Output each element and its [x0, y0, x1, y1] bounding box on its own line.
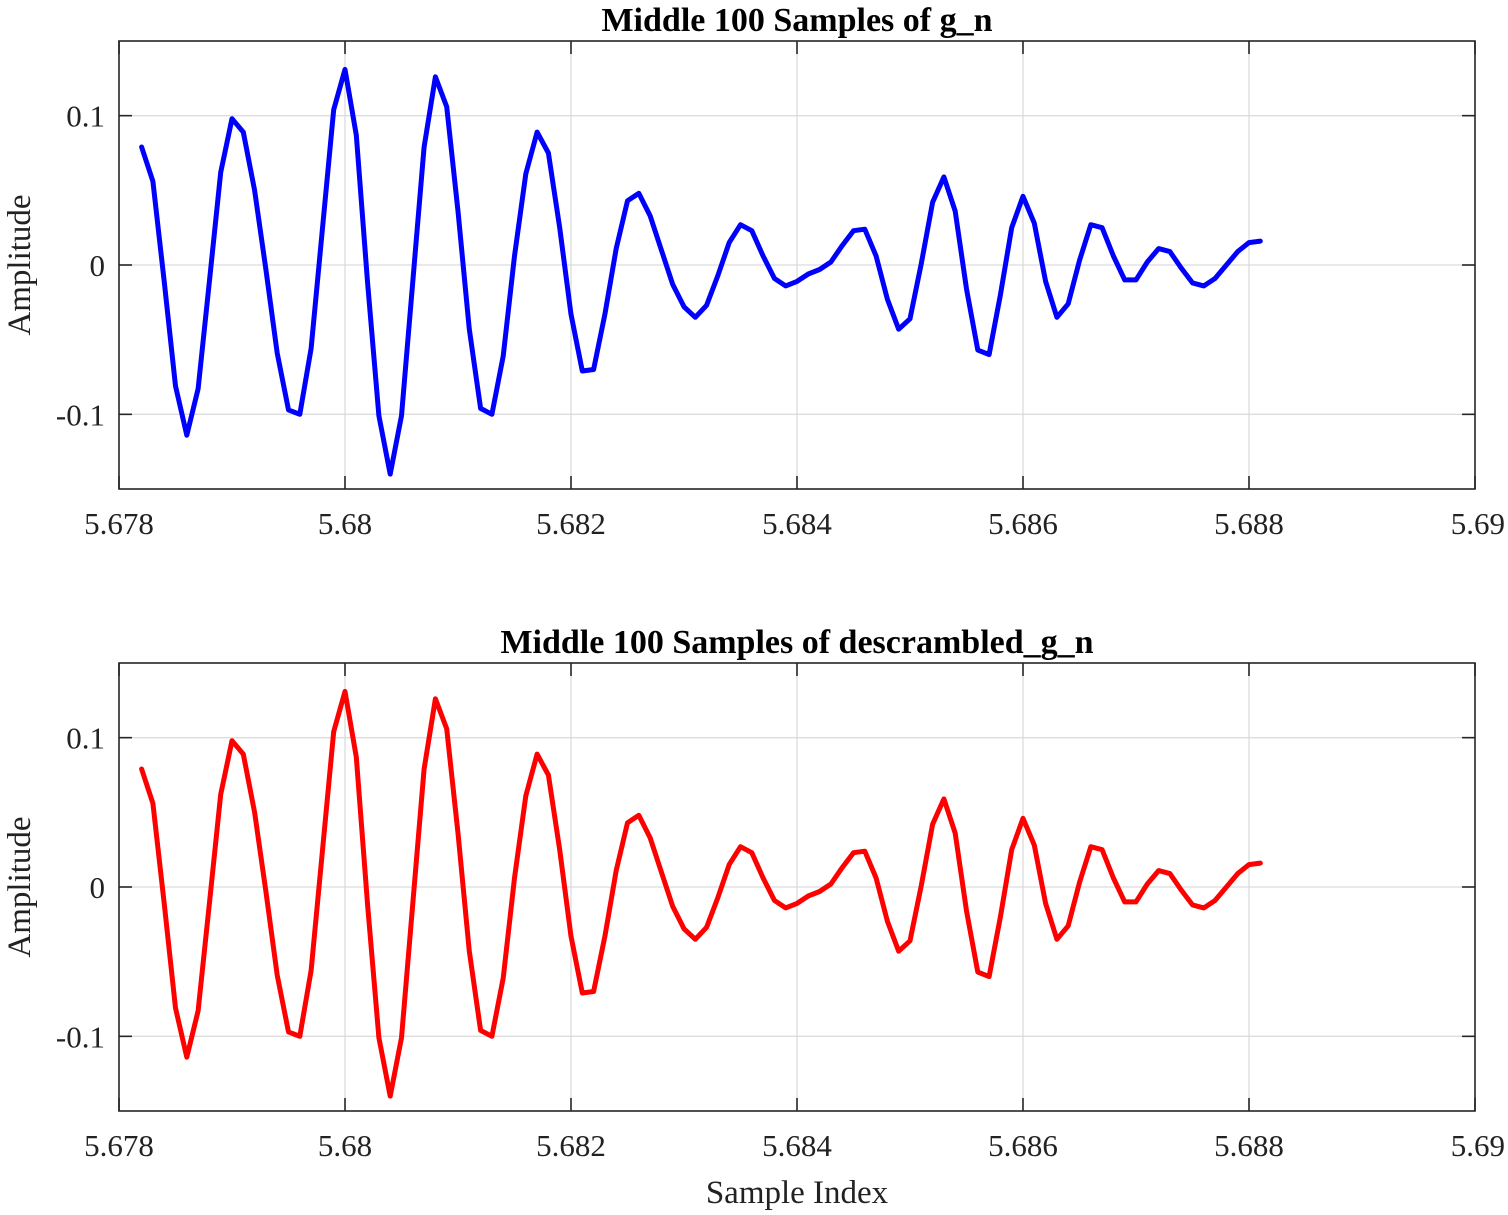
- x-axis-label: Sample Index: [706, 1175, 889, 1211]
- y-axis-label: Amplitude: [2, 816, 38, 957]
- y-tick-label: 0.1: [66, 721, 105, 756]
- x-tick-label: 5.686: [988, 1128, 1058, 1163]
- y-tick-label: 0.1: [66, 99, 105, 134]
- x-tick-label: 5.682: [536, 1128, 606, 1163]
- x-tick-label: 5.678: [84, 506, 154, 541]
- chart-title: Middle 100 Samples of descrambled_g_n: [500, 624, 1093, 661]
- y-tick-label: -0.1: [56, 397, 105, 432]
- x-tick-label: 5.68: [318, 1128, 372, 1163]
- x-tick-label: 5.686: [988, 506, 1058, 541]
- x-tick-label: 5.688: [1214, 1128, 1284, 1163]
- chart-panel-1: 5.678 5.68 5.682 5.684 5.686 5.688 5.69 -0.1 0 0.…: [2, 2, 1505, 541]
- chart-title: Middle 100 Samples of g_n: [601, 2, 992, 39]
- y-tick-label: 0: [90, 870, 106, 905]
- x-tick-label: 5.678: [84, 1128, 154, 1163]
- y-axis-label: Amplitude: [2, 194, 38, 335]
- chart-panel-2: 5.678 5.68 5.682 5.684 5.686 5.688 5.69 -0.1 0 0.…: [2, 624, 1505, 1211]
- x-tick-label: 5.688: [1214, 506, 1284, 541]
- series-line: [139, 66, 1263, 477]
- y-tick-label: 0: [90, 248, 106, 283]
- x-tick-label: 5.69: [1451, 1128, 1505, 1163]
- y-tick-label: -0.1: [56, 1019, 105, 1054]
- series-line: [139, 688, 1263, 1099]
- x-tick-label: 5.69: [1451, 506, 1505, 541]
- x-tick-label: 5.68: [318, 506, 372, 541]
- x-tick-label: 5.684: [762, 506, 832, 541]
- x-tick-label: 5.684: [762, 1128, 832, 1163]
- x-tick-label: 5.682: [536, 506, 606, 541]
